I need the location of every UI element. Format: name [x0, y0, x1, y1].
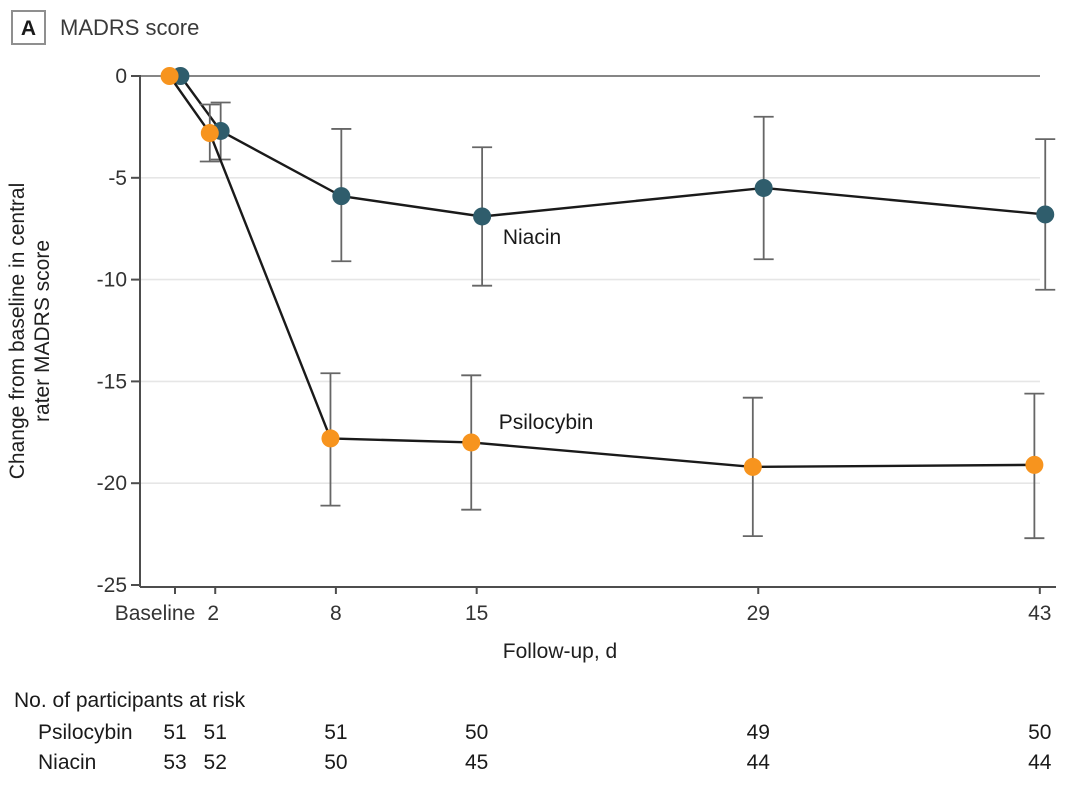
niacin-marker — [332, 187, 351, 206]
risk-row-label: Psilocybin — [38, 721, 133, 744]
x-tick-label: 43 — [1028, 602, 1051, 625]
risk-count: 50 — [324, 751, 347, 774]
risk-table-heading: No. of participants at risk — [14, 689, 246, 712]
y-tick-label: -15 — [97, 370, 127, 393]
x-tick-label: 2 — [207, 602, 219, 625]
x-tick-label: 29 — [747, 602, 770, 625]
x-tick-label: 8 — [330, 602, 342, 625]
niacin-marker — [1036, 205, 1055, 224]
psilocybin-marker — [1025, 455, 1044, 474]
psilocybin-label: Psilocybin — [499, 411, 594, 434]
x-tick-label: Baseline — [115, 602, 196, 625]
risk-count: 53 — [163, 751, 186, 774]
risk-count: 51 — [163, 721, 186, 744]
psilocybin-marker — [743, 457, 762, 476]
series: Niacin Psilocybin — [160, 67, 1056, 540]
niacin-marker — [754, 178, 773, 197]
psilocybin-line — [168, 75, 1035, 469]
axes: 0 -5 -10 -15 -20 -25 Baseline 2 8 15 29 43 — [97, 65, 1056, 625]
gridlines — [140, 75, 1040, 485]
niacin-series: Niacin — [171, 67, 1056, 291]
psilocybin-marker — [200, 124, 219, 143]
risk-count: 45 — [465, 751, 488, 774]
x-tick-label: 15 — [465, 602, 488, 625]
panel-letter-box — [11, 10, 46, 45]
psilocybin-marker — [321, 429, 340, 448]
x-axis-title: Follow-up, d — [503, 640, 617, 663]
risk-count: 50 — [465, 721, 488, 744]
psilocybin-marker — [462, 433, 481, 452]
y-tick-label: -5 — [108, 167, 127, 190]
risk-count: 51 — [324, 721, 347, 744]
risk-count: 52 — [204, 751, 227, 774]
niacin-marker — [473, 207, 492, 226]
y-tick-label: -25 — [97, 574, 127, 597]
risk-row-label: Niacin — [38, 751, 96, 774]
risk-table: No. of participants at risk Psilocybin 51 5… — [14, 689, 1052, 774]
panel-header: A MADRS score — [11, 10, 199, 45]
risk-count: 49 — [747, 721, 770, 744]
niacin-label: Niacin — [503, 226, 561, 249]
psilocybin-marker — [160, 67, 179, 85]
y-tick-label: -20 — [97, 472, 127, 495]
risk-count: 50 — [1028, 721, 1051, 744]
y-axis-title-line2: rater MADRS score — [31, 240, 54, 422]
panel-title: MADRS score — [60, 15, 199, 40]
y-tick-label: 0 — [115, 65, 127, 88]
risk-count: 44 — [747, 751, 771, 774]
y-axis-title-line1: Change from baseline in central — [6, 183, 29, 480]
risk-count: 44 — [1028, 751, 1052, 774]
risk-count: 51 — [204, 721, 227, 744]
panel-letter: A — [21, 17, 36, 40]
psilocybin-series: Psilocybin — [160, 67, 1045, 540]
niacin-line — [179, 75, 1046, 218]
y-tick-label: -10 — [97, 269, 127, 292]
